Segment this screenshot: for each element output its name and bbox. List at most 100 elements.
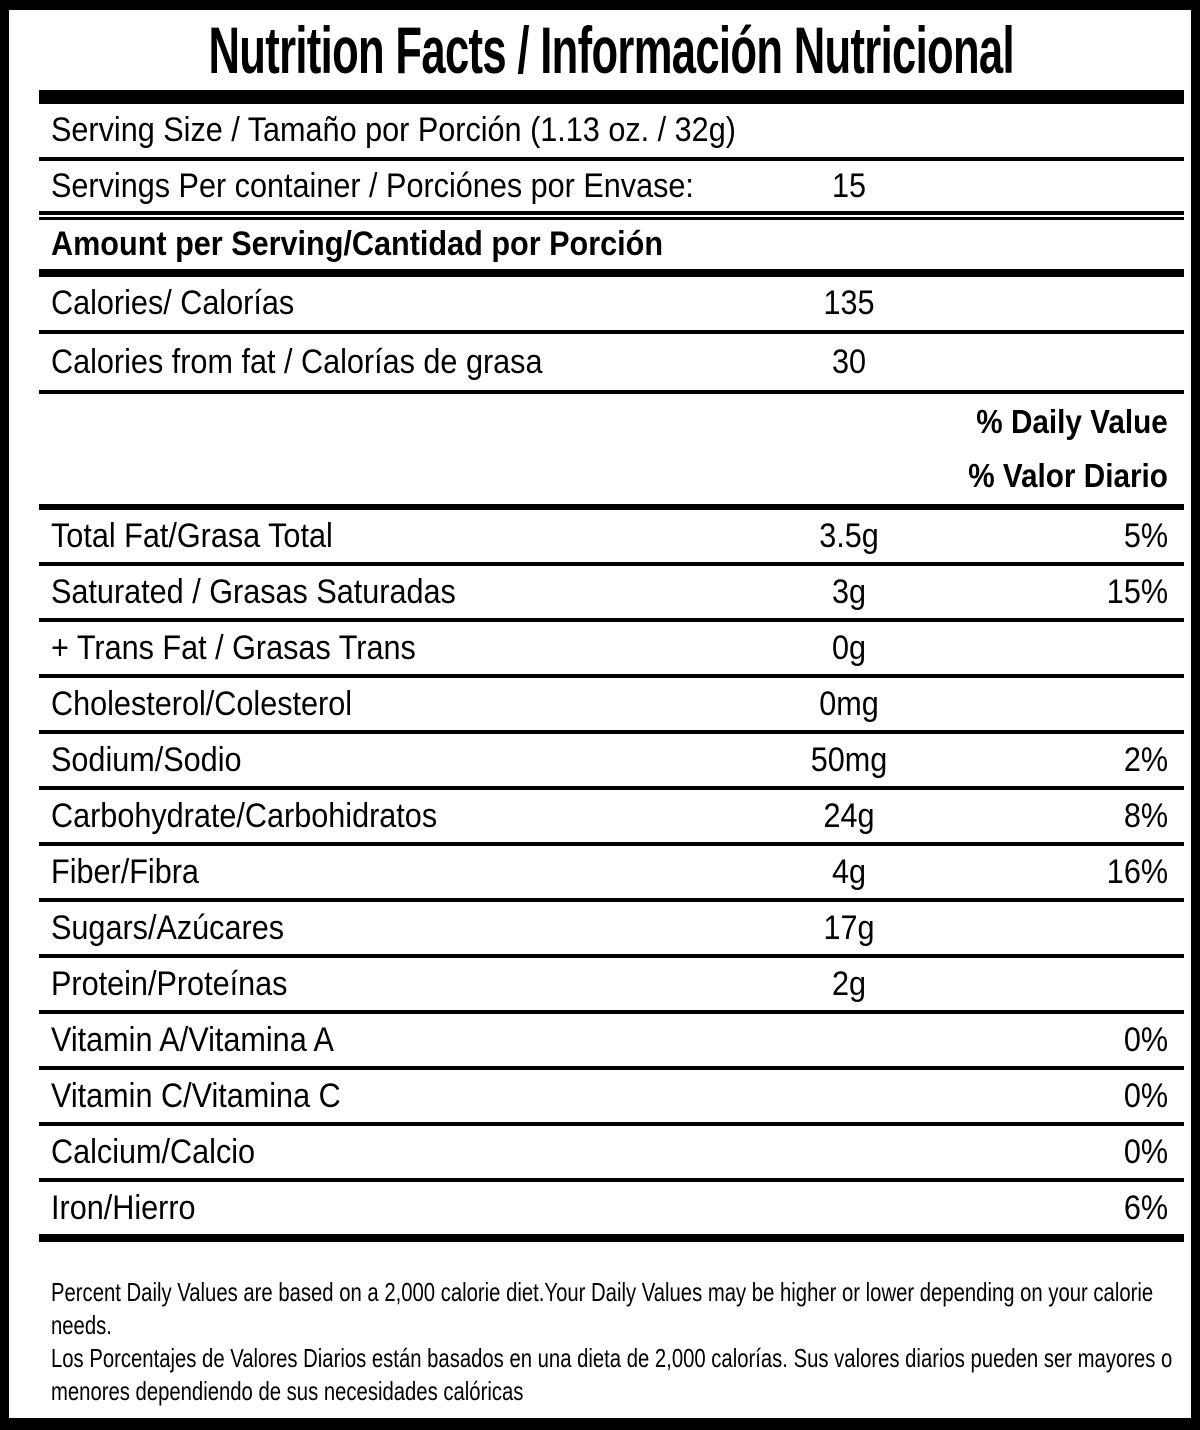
nutrient-row: Fiber/Fibra 4g 16% (39, 846, 1184, 898)
nutrient-row: Calcium/Calcio 0% (39, 1126, 1184, 1178)
nutrient-amount: 50mg (810, 740, 888, 779)
nutrient-label: Protein/Proteínas (51, 964, 288, 1003)
nutrient-label: Saturated / Grasas Saturadas (51, 572, 456, 611)
divider (39, 954, 1184, 958)
nutrient-row: Vitamin C/Vitamina C 0% (39, 1070, 1184, 1122)
nutrient-label: Fiber/Fibra (51, 852, 199, 891)
nutrient-label: Sugars/Azúcares (51, 908, 285, 947)
nutrient-daily-value-cell (924, 622, 1184, 674)
nutrient-daily-value-cell: 8% (924, 790, 1184, 842)
footnote-spanish: Los Porcentajes de Valores Diarios están… (51, 1343, 1173, 1406)
nutrient-daily-value-cell (924, 902, 1184, 954)
servings-per-container-value: 15 (831, 166, 867, 205)
calories-label: Calories/ Calorías (51, 284, 295, 322)
nutrient-daily-value-cell: 0% (924, 1126, 1184, 1178)
divider (39, 730, 1184, 734)
nutrient-label: Vitamin C/Vitamina C (51, 1076, 341, 1115)
serving-size-row: Serving Size / Tamaño por Porción (1.13 … (39, 104, 1184, 157)
nutrient-amount: 17g (823, 908, 875, 947)
nutrient-daily-value-cell: 0% (924, 1070, 1184, 1122)
nutrient-label: + Trans Fat / Grasas Trans (51, 628, 416, 667)
nutrient-amount: 4g (831, 852, 867, 891)
servings-per-container-row: Servings Per container / Porciónes por E… (39, 161, 1184, 211)
nutrient-amount: 2g (831, 964, 867, 1003)
label-title: Nutrition Facts / Información Nutriciona… (208, 13, 1015, 87)
nutrient-row: Sugars/Azúcares 17g (39, 902, 1184, 954)
nutrient-label: Total Fat/Grasa Total (51, 516, 333, 555)
nutrient-amount: 24g (823, 796, 875, 835)
calories-from-fat-value: 30 (831, 342, 867, 381)
nutrient-amount: 3g (831, 572, 867, 611)
nutrient-daily-value-cell: 16% (924, 846, 1184, 898)
divider (39, 1178, 1184, 1182)
nutrient-amount: 0mg (819, 684, 879, 723)
amount-per-serving-header-row: Amount per Serving/Cantidad por Porción (39, 220, 1184, 269)
nutrient-daily-value: 8% (1123, 796, 1168, 835)
nutrient-row: Iron/Hierro 6% (39, 1182, 1184, 1234)
serving-size-label: Serving Size / Tamaño por Porción (1.13 … (51, 111, 736, 149)
nutrient-row: Total Fat/Grasa Total 3.5g 5% (39, 510, 1184, 562)
double-divider (39, 211, 1184, 220)
thick-divider (39, 269, 1184, 277)
divider (39, 786, 1184, 790)
divider (39, 674, 1184, 678)
nutrient-daily-value-cell: 15% (924, 566, 1184, 618)
footnote: Percent Daily Values are based on a 2,00… (39, 1242, 1184, 1408)
divider (39, 390, 1184, 394)
divider (39, 1010, 1184, 1014)
nutrient-row: Vitamin A/Vitamina A 0% (39, 1014, 1184, 1066)
daily-value-header-es: % Valor Diario (968, 457, 1168, 494)
divider (39, 562, 1184, 566)
thick-divider (39, 1234, 1184, 1242)
nutrient-daily-value-cell: 6% (924, 1182, 1184, 1234)
daily-value-header-en: % Daily Value (976, 403, 1168, 440)
nutrient-row: Protein/Proteínas 2g (39, 958, 1184, 1010)
nutrient-label: Cholesterol/Colesterol (51, 684, 353, 723)
nutrient-daily-value: 2% (1123, 740, 1168, 779)
divider (39, 842, 1184, 846)
label-content: Nutrition Facts / Información Nutriciona… (39, 10, 1184, 1408)
nutrient-daily-value-cell: 0% (924, 1014, 1184, 1066)
amount-per-serving-header: Amount per Serving/Cantidad por Porción (51, 225, 664, 263)
nutrient-daily-value-cell: 2% (924, 734, 1184, 786)
nutrient-row: Carbohydrate/Carbohidratos 24g 8% (39, 790, 1184, 842)
title-divider-bar (39, 90, 1184, 104)
divider (39, 1122, 1184, 1126)
nutrient-daily-value: 0% (1123, 1132, 1168, 1171)
nutrient-daily-value: 15% (1106, 572, 1168, 611)
nutrient-daily-value-cell (924, 678, 1184, 730)
nutrient-row: Saturated / Grasas Saturadas 3g 15% (39, 566, 1184, 618)
nutrient-daily-value-cell: 5% (924, 510, 1184, 562)
divider (39, 898, 1184, 902)
nutrient-row: + Trans Fat / Grasas Trans 0g (39, 622, 1184, 674)
nutrient-daily-value: 5% (1123, 516, 1168, 555)
daily-value-header: % Daily Value % Valor Diario (39, 394, 1184, 504)
servings-per-container-label: Servings Per container / Porciónes por E… (51, 166, 694, 205)
nutrient-label: Sodium/Sodio (51, 740, 242, 779)
footnote-english: Percent Daily Values are based on a 2,00… (51, 1277, 1154, 1340)
nutrient-amount: 3.5g (819, 516, 879, 555)
nutrient-daily-value: 16% (1106, 852, 1168, 891)
nutrient-daily-value-cell (924, 958, 1184, 1010)
calories-from-fat-row: Calories from fat / Calorías de grasa 30 (39, 334, 1184, 390)
nutrient-label: Iron/Hierro (51, 1188, 196, 1227)
divider (39, 1066, 1184, 1070)
divider (39, 330, 1184, 334)
nutrient-row: Sodium/Sodio 50mg 2% (39, 734, 1184, 786)
nutrient-daily-value: 0% (1123, 1020, 1168, 1059)
nutrient-label: Vitamin A/Vitamina A (51, 1020, 334, 1059)
nutrient-daily-value: 0% (1123, 1076, 1168, 1115)
calories-row: Calories/ Calorías 135 (39, 277, 1184, 330)
divider (39, 157, 1184, 161)
calories-value: 135 (823, 284, 875, 322)
nutrient-daily-value: 6% (1123, 1188, 1168, 1227)
nutrient-row: Cholesterol/Colesterol 0mg (39, 678, 1184, 730)
calories-from-fat-label: Calories from fat / Calorías de grasa (51, 342, 543, 381)
nutrient-label: Calcium/Calcio (51, 1132, 256, 1171)
divider (39, 618, 1184, 622)
thick-divider (39, 504, 1184, 510)
nutrient-label: Carbohydrate/Carbohidratos (51, 796, 438, 835)
label-title-row: Nutrition Facts / Información Nutriciona… (39, 10, 1184, 90)
nutrient-amount: 0g (831, 628, 867, 667)
